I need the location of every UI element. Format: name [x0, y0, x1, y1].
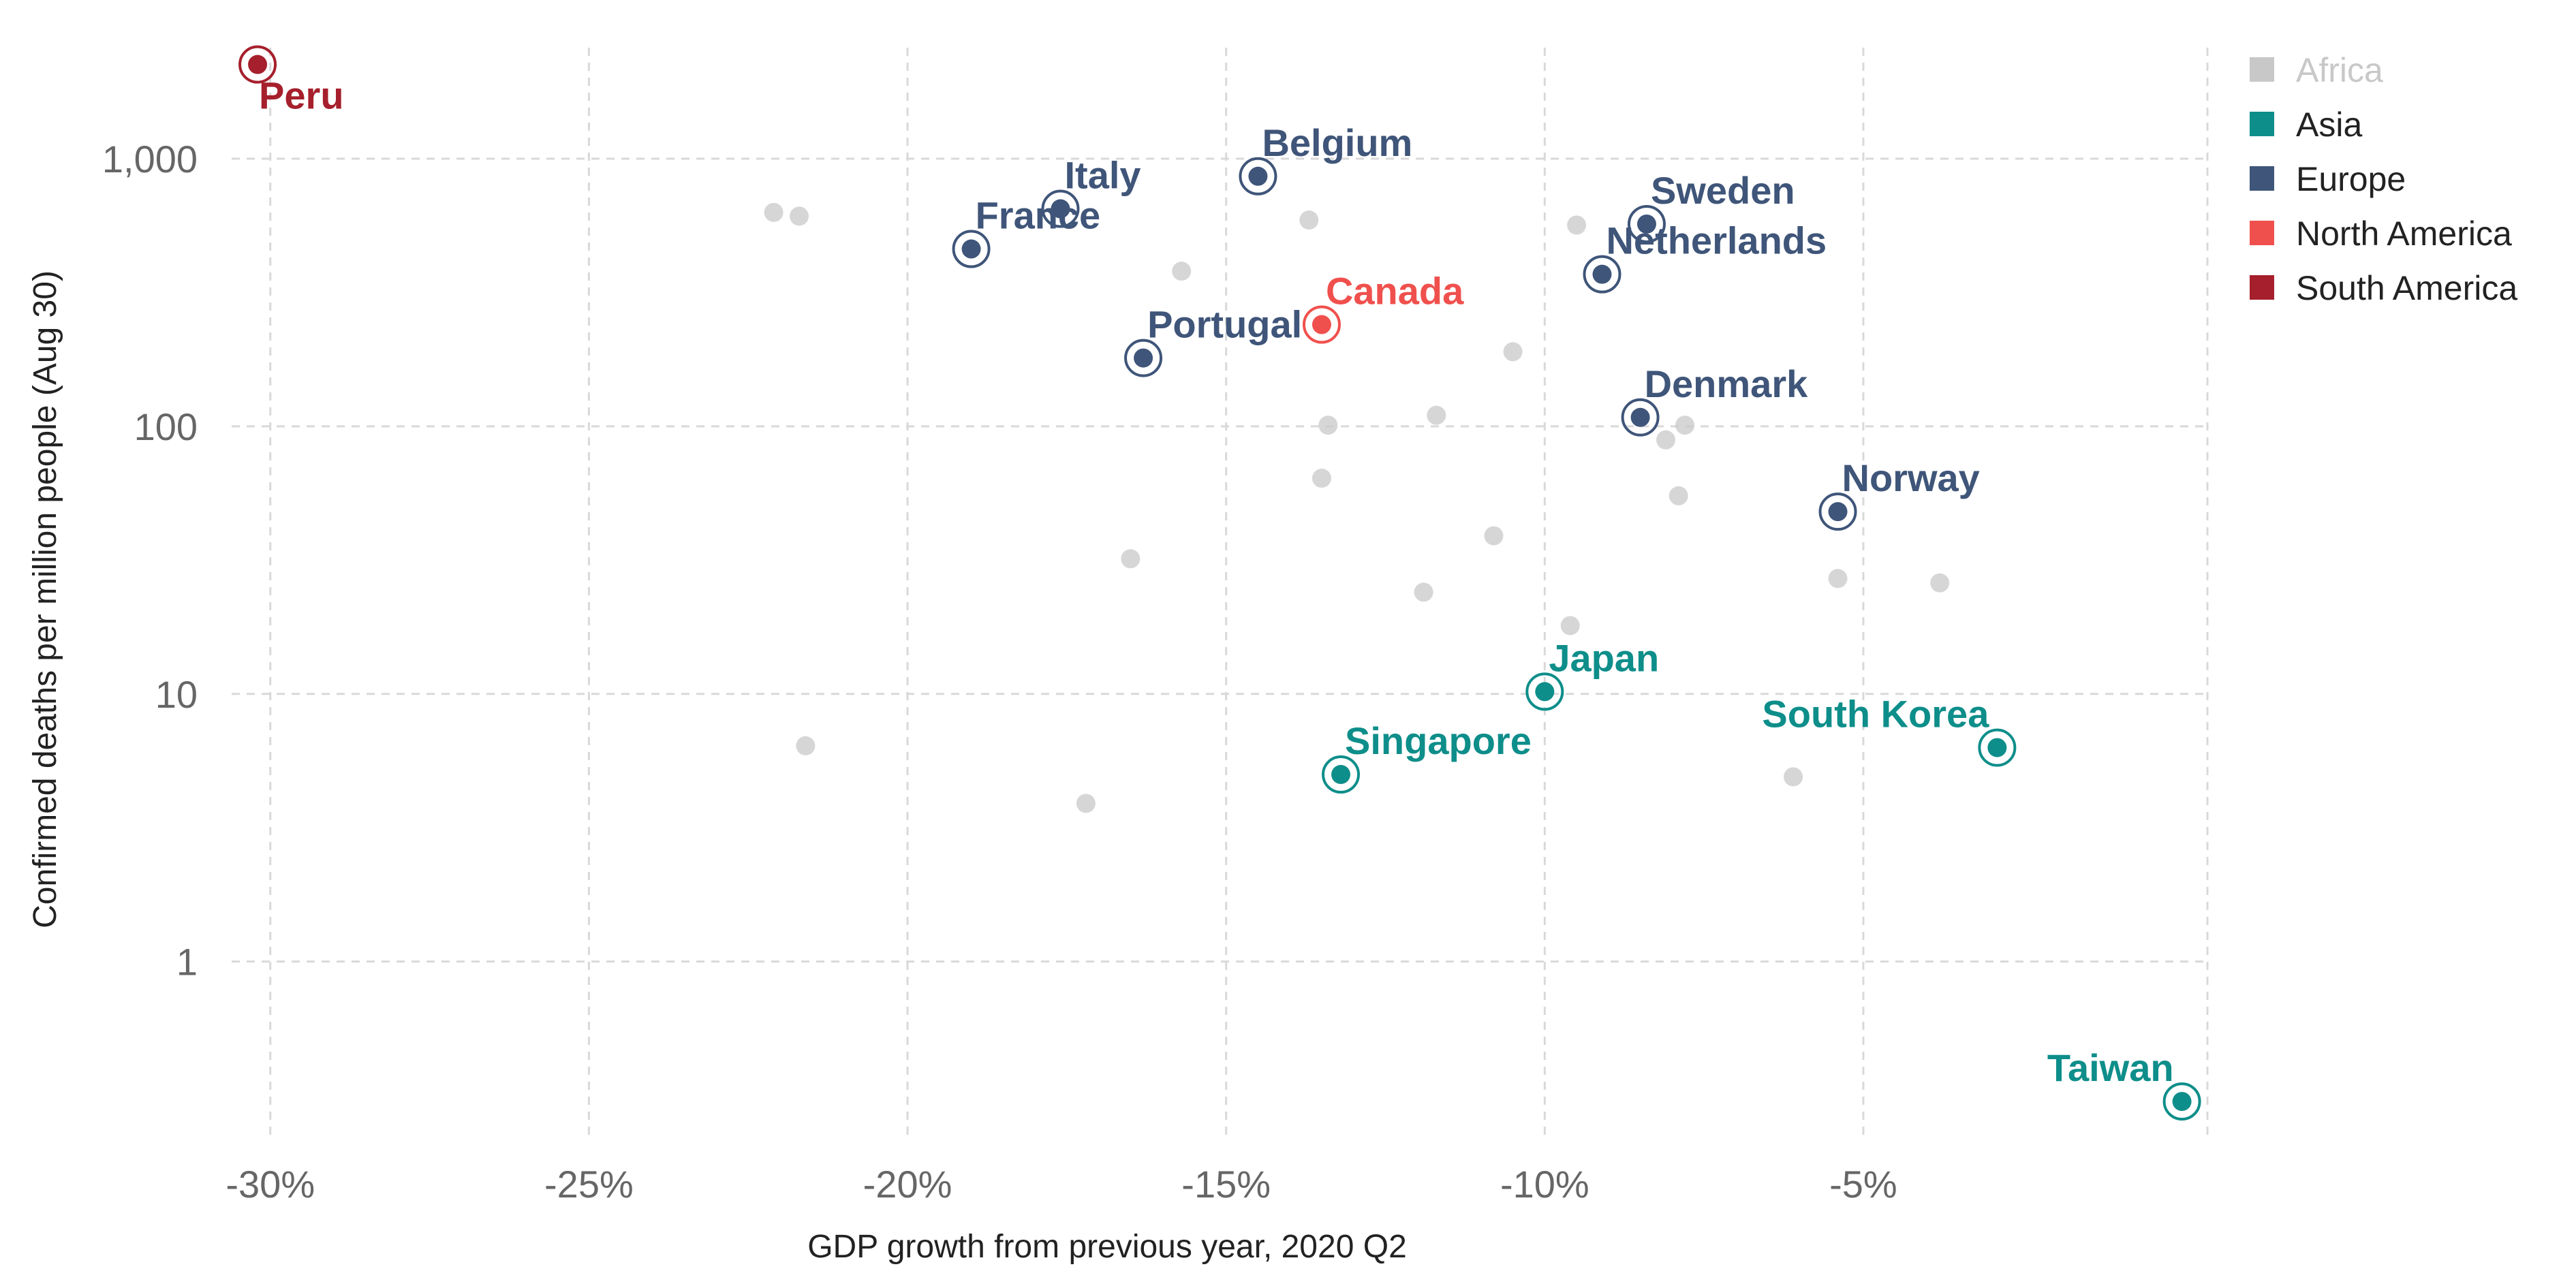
data-point [1248, 166, 1268, 186]
legend-label: South America [2296, 269, 2517, 307]
data-point [1414, 582, 1433, 602]
data-point-ring [1239, 157, 1277, 195]
x-tick-label: -10% [1500, 1163, 1589, 1206]
data-point-ring [1302, 305, 1341, 344]
data-label: France [976, 194, 1101, 237]
data-point [1134, 348, 1153, 368]
data-point [790, 206, 809, 226]
data-point [1331, 765, 1351, 785]
data-point [1669, 486, 1688, 505]
x-axis-label: GDP growth from previous year, 2020 Q2 [807, 1229, 1407, 1265]
x-axis-ticks: -30% -25% -20% -15% -10% -5% [226, 1163, 1897, 1206]
data-label: Portugal [1147, 303, 1302, 346]
grid [232, 48, 2209, 1138]
data-label: Netherlands [1606, 219, 1827, 262]
y-axis-ticks: 1 10 100 1,000 [102, 138, 198, 984]
legend-swatch [2250, 275, 2274, 300]
legend-swatch [2250, 112, 2274, 136]
legend-label: Asia [2296, 106, 2362, 144]
data-point [1675, 415, 1695, 435]
data-point [1630, 407, 1650, 427]
legend-label: Europe [2296, 160, 2406, 198]
data-point-ring [1041, 189, 1080, 228]
data-point [1535, 682, 1555, 702]
data-point [1656, 430, 1676, 450]
data-point-ring [1627, 204, 1666, 243]
data-point [1930, 573, 1950, 593]
x-tick-label: -5% [1829, 1163, 1897, 1206]
data-label: Taiwan [2047, 1046, 2174, 1089]
legend-swatch [2250, 166, 2274, 191]
data-point [1560, 616, 1580, 636]
data-point-ring [2162, 1082, 2201, 1121]
data-point [1828, 569, 1848, 589]
data-label: Italy [1065, 154, 1141, 197]
x-tick-label: -15% [1181, 1163, 1271, 1206]
data-label: Japan [1549, 636, 1659, 679]
data-point [2172, 1092, 2192, 1112]
data-point [1121, 549, 1140, 569]
x-tick-label: -20% [863, 1163, 952, 1206]
data-point-ring [1583, 255, 1621, 294]
legend-label: North America [2296, 215, 2512, 253]
data-label: Peru [259, 74, 344, 117]
data-point-ring [1525, 672, 1564, 711]
data-point [1987, 738, 2007, 757]
data-point-ring [1621, 398, 1660, 437]
data-point [1592, 264, 1612, 284]
x-tick-label: -25% [544, 1163, 634, 1206]
data-point [1051, 199, 1070, 219]
data-point [1567, 215, 1587, 235]
data-point [1427, 405, 1446, 425]
data-point [248, 54, 268, 74]
data-point [1318, 415, 1338, 435]
y-tick-label: 1 [176, 941, 198, 984]
unlabeled-points [764, 202, 1950, 813]
data-point [1172, 262, 1192, 281]
y-tick-label: 10 [155, 673, 198, 716]
data-point-ring [952, 230, 991, 268]
data-point [1784, 767, 1803, 787]
data-label: South Korea [1762, 693, 1989, 736]
data-label: Norway [1842, 456, 1980, 499]
data-label: Denmark [1645, 362, 1809, 405]
data-point [1299, 210, 1319, 230]
y-axis-label: Confirmed deaths per million people (Aug… [27, 270, 63, 928]
y-tick-label: 1,000 [102, 138, 198, 181]
data-point-ring [1978, 728, 2017, 767]
data-point [1503, 342, 1523, 362]
data-point [764, 202, 783, 222]
data-label: Canada [1326, 270, 1464, 313]
data-point [961, 239, 981, 259]
legend-label: Africa [2296, 51, 2383, 89]
data-point [1312, 315, 1331, 334]
data-point-ring [1124, 339, 1163, 377]
legend: Africa Asia Europe North America South Ameri… [2250, 51, 2517, 307]
legend-swatch [2250, 57, 2274, 82]
data-label: Sweden [1651, 169, 1795, 212]
data-label: Singapore [1345, 719, 1532, 762]
y-tick-label: 100 [134, 405, 198, 448]
x-tick-label: -30% [226, 1163, 315, 1206]
data-point [796, 736, 816, 755]
data-point-ring [238, 45, 277, 84]
data-point [1636, 214, 1656, 234]
legend-swatch [2250, 221, 2274, 245]
data-point [1312, 469, 1331, 488]
data-label: Belgium [1262, 121, 1412, 164]
data-point-ring [1818, 492, 1857, 531]
data-point [1076, 794, 1096, 813]
data-point-ring [1322, 755, 1361, 794]
data-point [1828, 502, 1848, 522]
data-point [1484, 526, 1504, 546]
